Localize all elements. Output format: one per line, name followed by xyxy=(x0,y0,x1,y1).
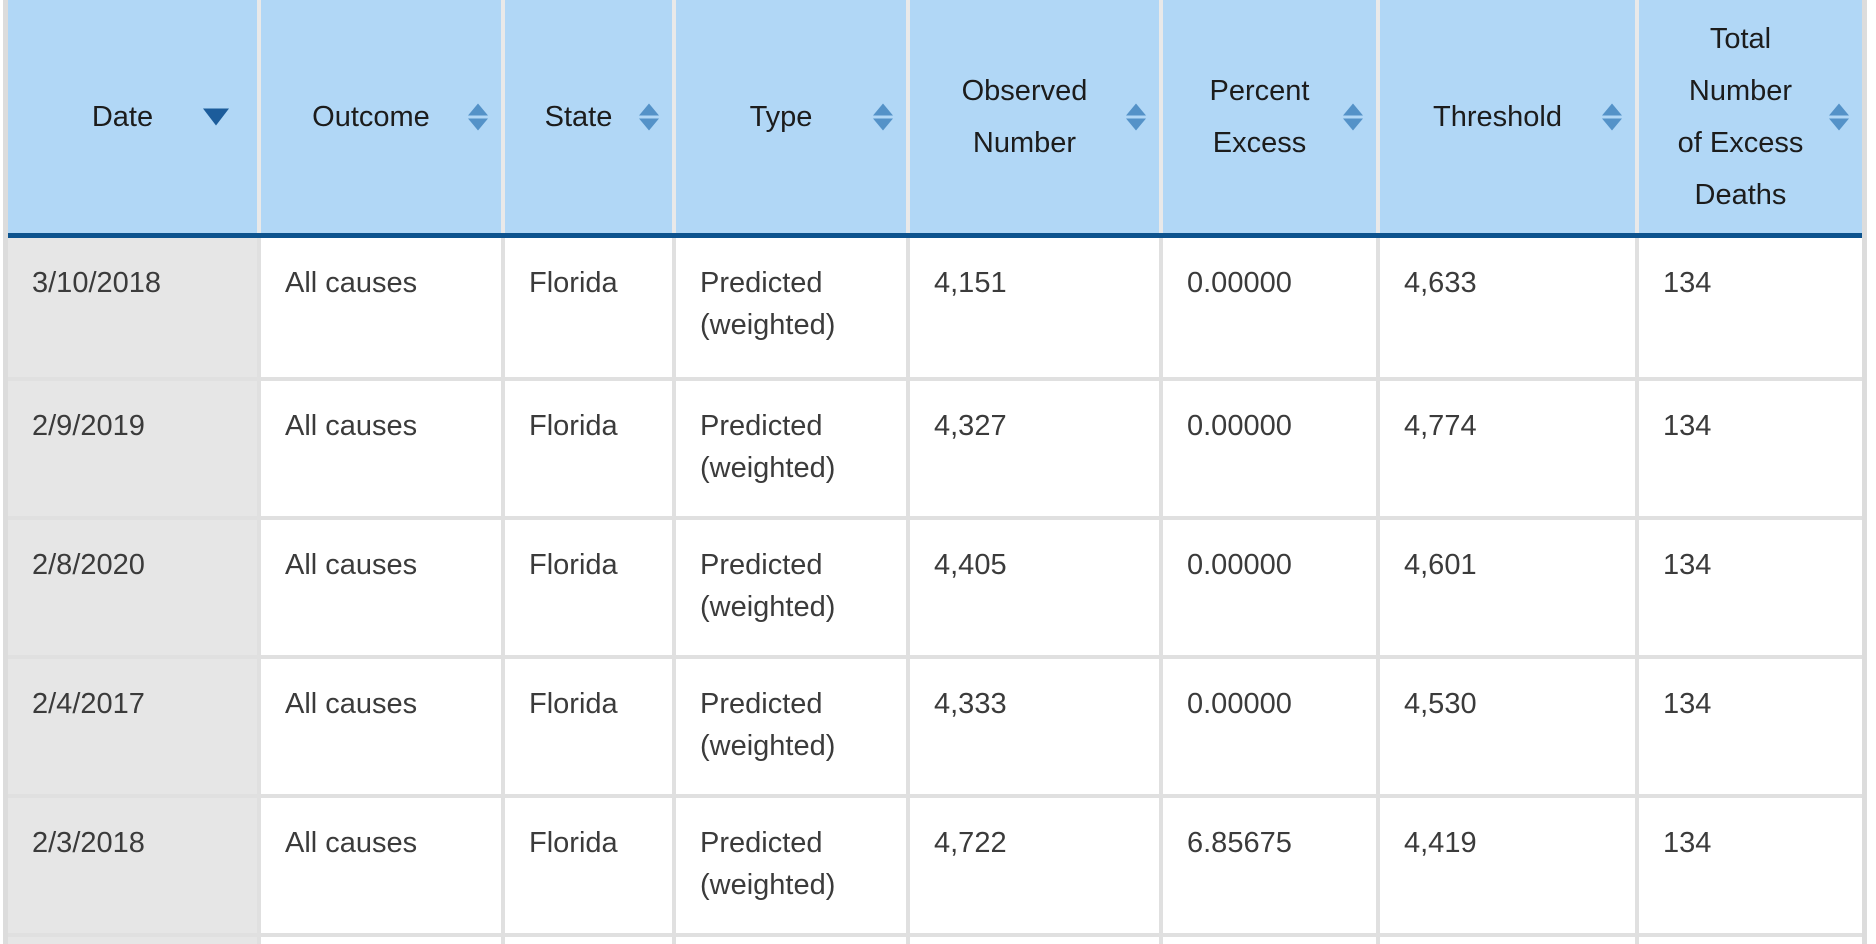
cell-total-excess-deaths: 134 xyxy=(1635,381,1862,516)
cell-observed-number: 4,333 xyxy=(906,659,1159,794)
cell-observed-number xyxy=(906,937,1159,944)
cell-outcome: All causes xyxy=(257,238,501,377)
cell-type: Predicted (weighted) xyxy=(672,520,906,655)
column-header-label: Outcome xyxy=(312,100,430,133)
sort-descending-icon[interactable] xyxy=(203,108,229,125)
cell-date: 2/9/2019 xyxy=(8,381,257,516)
cell-threshold: 4,774 xyxy=(1376,381,1635,516)
table-row: 2/9/2019 All causes Florida Predicted (w… xyxy=(8,377,1862,516)
cell-percent-excess: 6.85675 xyxy=(1159,798,1376,933)
column-header-type[interactable]: Type xyxy=(672,0,906,233)
table-row-partial xyxy=(8,933,1862,944)
cell-total-excess-deaths xyxy=(1635,937,1862,944)
sort-both-icon[interactable] xyxy=(1602,103,1622,130)
cell-date: 2/4/2017 xyxy=(8,659,257,794)
cell-type: Predicted (weighted) xyxy=(672,381,906,516)
column-header-total-excess-deaths[interactable]: Total Number of Excess Deaths xyxy=(1635,0,1862,233)
cell-date: 2/8/2020 xyxy=(8,520,257,655)
column-header-label: Threshold xyxy=(1433,100,1562,133)
column-header-state[interactable]: State xyxy=(501,0,672,233)
cell-percent-excess: 0.00000 xyxy=(1159,659,1376,794)
sort-both-icon[interactable] xyxy=(873,103,893,130)
column-header-percent-excess[interactable]: Percent Excess xyxy=(1159,0,1376,233)
cell-outcome xyxy=(257,937,501,944)
cell-type: Predicted (weighted) xyxy=(672,659,906,794)
cell-outcome: All causes xyxy=(257,381,501,516)
table-header-row: Date Outcome State Type Observed Number … xyxy=(8,0,1862,238)
table-row: 2/3/2018 All causes Florida Predicted (w… xyxy=(8,794,1862,933)
cell-outcome: All causes xyxy=(257,520,501,655)
cell-total-excess-deaths: 134 xyxy=(1635,659,1862,794)
column-header-label: Date xyxy=(91,100,154,133)
cell-type: Predicted (weighted) xyxy=(672,238,906,377)
cell-percent-excess: 0.00000 xyxy=(1159,238,1376,377)
cell-type: Predicted (weighted) xyxy=(672,798,906,933)
cell-type xyxy=(672,937,906,944)
column-header-label: Observed Number xyxy=(961,74,1088,159)
cell-threshold xyxy=(1376,937,1635,944)
column-header-label: State xyxy=(544,100,613,133)
cell-date: 3/10/2018 xyxy=(8,238,257,377)
sort-both-icon[interactable] xyxy=(468,103,488,130)
cell-threshold: 4,601 xyxy=(1376,520,1635,655)
cell-percent-excess: 0.00000 xyxy=(1159,520,1376,655)
cell-threshold: 4,633 xyxy=(1376,238,1635,377)
cell-state: Florida xyxy=(501,798,672,933)
sort-both-icon[interactable] xyxy=(1126,103,1146,130)
cell-total-excess-deaths: 134 xyxy=(1635,520,1862,655)
cell-date xyxy=(8,937,257,944)
cell-outcome: All causes xyxy=(257,798,501,933)
column-header-label: Percent Excess xyxy=(1209,74,1310,159)
column-header-outcome[interactable]: Outcome xyxy=(257,0,501,233)
cell-observed-number: 4,151 xyxy=(906,238,1159,377)
cell-observed-number: 4,405 xyxy=(906,520,1159,655)
cell-percent-excess: 0.00000 xyxy=(1159,381,1376,516)
table-row: 3/10/2018 All causes Florida Predicted (… xyxy=(8,238,1862,377)
table-row: 2/8/2020 All causes Florida Predicted (w… xyxy=(8,516,1862,655)
cell-threshold: 4,530 xyxy=(1376,659,1635,794)
column-header-threshold[interactable]: Threshold xyxy=(1376,0,1635,233)
cell-state: Florida xyxy=(501,520,672,655)
cell-date: 2/3/2018 xyxy=(8,798,257,933)
cell-observed-number: 4,327 xyxy=(906,381,1159,516)
column-header-label: Type xyxy=(749,100,813,133)
cell-percent-excess xyxy=(1159,937,1376,944)
cell-state: Florida xyxy=(501,381,672,516)
sort-both-icon[interactable] xyxy=(1829,103,1849,130)
cell-state xyxy=(501,937,672,944)
cell-observed-number: 4,722 xyxy=(906,798,1159,933)
column-header-observed-number[interactable]: Observed Number xyxy=(906,0,1159,233)
column-header-label: Total Number of Excess Deaths xyxy=(1677,22,1804,211)
excess-deaths-data-table: Date Outcome State Type Observed Number … xyxy=(3,0,1867,944)
cell-total-excess-deaths: 134 xyxy=(1635,798,1862,933)
column-header-date[interactable]: Date xyxy=(8,0,257,233)
table-body: 3/10/2018 All causes Florida Predicted (… xyxy=(8,238,1862,944)
cell-state: Florida xyxy=(501,659,672,794)
cell-threshold: 4,419 xyxy=(1376,798,1635,933)
cell-total-excess-deaths: 134 xyxy=(1635,238,1862,377)
cell-state: Florida xyxy=(501,238,672,377)
cell-outcome: All causes xyxy=(257,659,501,794)
table-row: 2/4/2017 All causes Florida Predicted (w… xyxy=(8,655,1862,794)
sort-both-icon[interactable] xyxy=(1343,103,1363,130)
sort-both-icon[interactable] xyxy=(639,103,659,130)
